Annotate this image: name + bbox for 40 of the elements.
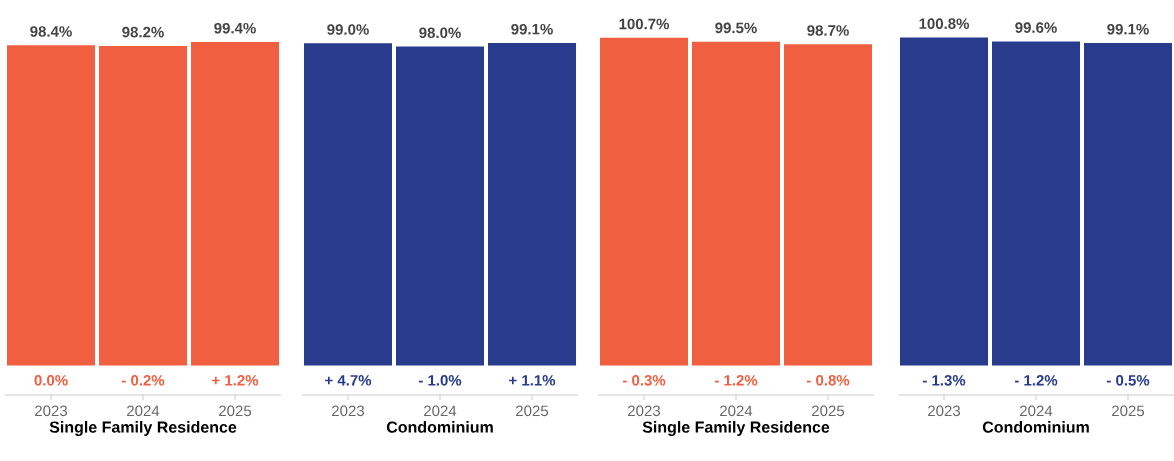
text: + 4.7%	[325, 375, 372, 386]
x-tick-label: 2023	[628, 405, 661, 417]
data-label: 99.6%	[1015, 22, 1057, 33]
data-label: 99.1%	[511, 23, 553, 35]
text: - 1.2%	[1014, 375, 1058, 386]
data-label: 98.4%	[30, 26, 72, 37]
data-label: 100.8%	[919, 18, 970, 29]
x-tick-label: 2024	[424, 405, 457, 417]
text: - 0.3%	[622, 375, 666, 386]
x-tick-label: 2025	[219, 405, 252, 417]
text: + 1.1%	[509, 375, 556, 386]
data-label: 99.4%	[214, 22, 256, 34]
x-tick-label: 2025	[516, 405, 549, 417]
x-tick-label: 2024	[1020, 405, 1053, 417]
text: - 1.0%	[418, 375, 462, 386]
data-label: 98.7%	[807, 25, 849, 36]
data-label: 99.1%	[1107, 23, 1149, 35]
x-tick-label: 2023	[35, 405, 68, 417]
data-label: 98.2%	[122, 26, 164, 38]
x-axis-title: Single Family Residence	[642, 421, 830, 436]
text: + 1.2%	[212, 375, 259, 386]
text: - 1.3%	[922, 375, 966, 386]
text: - 0.2%	[121, 375, 165, 386]
x-tick-label: 2024	[720, 405, 753, 417]
x-tick-label: 2025	[1112, 405, 1145, 417]
text: 0.0%	[34, 375, 68, 386]
data-label: 99.5%	[715, 22, 757, 34]
data-label: 99.0%	[327, 24, 369, 35]
x-axis-title: Single Family Residence	[49, 421, 237, 436]
text: - 1.2%	[714, 375, 758, 386]
data-label: 98.0%	[419, 27, 461, 39]
x-tick-label: 2025	[812, 405, 845, 417]
x-axis-title: Condominium	[982, 421, 1089, 433]
x-tick-label: 2023	[332, 405, 365, 417]
text: - 0.5%	[1106, 375, 1150, 386]
x-tick-label: 2024	[127, 405, 160, 417]
data-label: 100.7%	[619, 18, 670, 30]
x-axis-title: Condominium	[386, 421, 493, 433]
text: - 0.8%	[806, 375, 850, 386]
x-tick-label: 2023	[928, 405, 961, 417]
